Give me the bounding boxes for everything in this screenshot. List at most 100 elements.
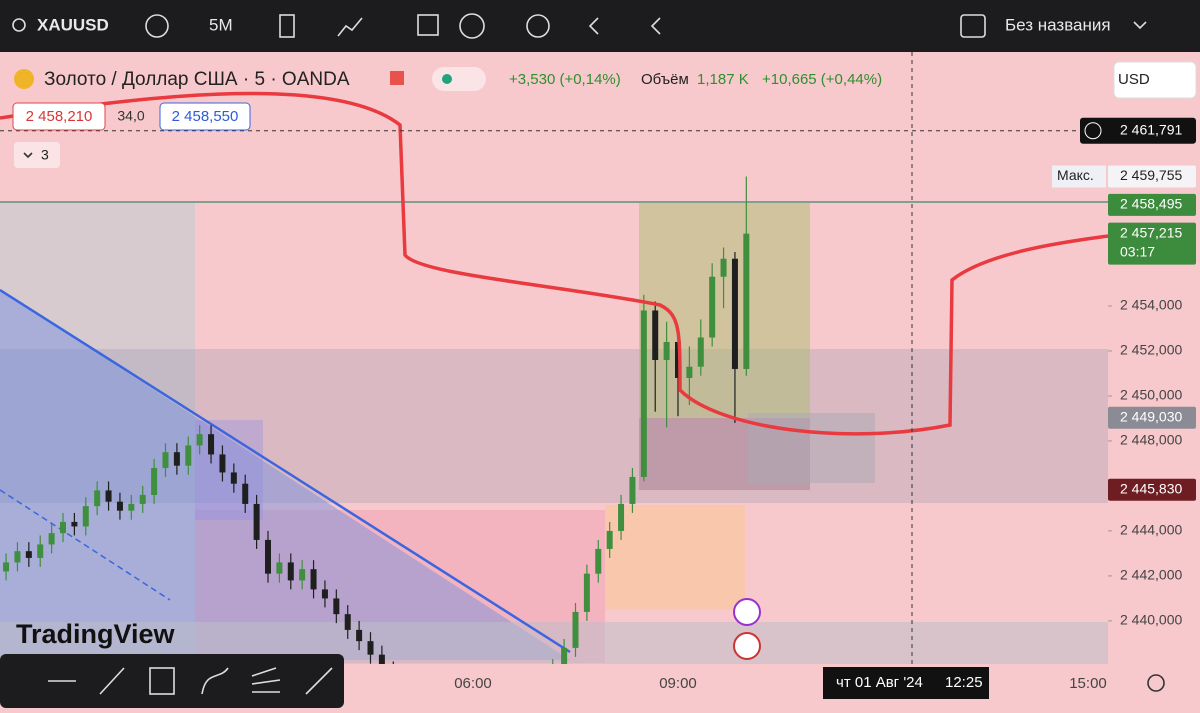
sell-price[interactable]: 2 458,210 xyxy=(26,108,93,125)
instrument-name: Золото / Доллар США · 5 · OANDA xyxy=(44,69,350,90)
candle-body xyxy=(731,258,738,369)
price-tag-title-bg xyxy=(1052,165,1106,188)
tool[interactable] xyxy=(305,667,333,695)
candle-body xyxy=(709,276,716,338)
candle-body xyxy=(629,476,636,504)
settings-icon[interactable] xyxy=(1147,674,1165,692)
candle-body xyxy=(720,258,727,277)
candle-body xyxy=(48,533,55,545)
candle-body xyxy=(25,551,32,558)
candle-body xyxy=(3,562,10,572)
top-toolbar xyxy=(0,0,1200,52)
currency[interactable]: USD xyxy=(1118,71,1150,88)
price-tag-label: 2 459,755 xyxy=(1120,167,1182,183)
candle-body xyxy=(743,233,750,369)
zone xyxy=(639,203,810,418)
indicators-count[interactable]: 3 xyxy=(41,147,49,163)
price-tag-label: 2 458,495 xyxy=(1120,196,1182,212)
price-tag xyxy=(1108,222,1196,265)
drawings xyxy=(0,201,1108,664)
buy-price[interactable]: 2 458,550 xyxy=(172,108,239,125)
candle-body xyxy=(652,310,659,360)
replay-icon[interactable] xyxy=(588,17,599,35)
crosshair-price-tag xyxy=(1080,117,1196,144)
volume: 1,187 K xyxy=(697,71,749,88)
price-tag xyxy=(1108,193,1196,216)
market-open-dot xyxy=(442,74,452,84)
x-tick-label: 06:00 xyxy=(454,675,492,692)
buy-button[interactable] xyxy=(159,102,251,131)
price-tag-label: 2 449,030 xyxy=(1120,408,1182,424)
tool[interactable] xyxy=(149,667,175,695)
candle-body xyxy=(333,598,340,615)
y-tick-label: 2 440,000 xyxy=(1120,612,1182,628)
currency-select[interactable] xyxy=(1113,61,1197,99)
tool[interactable] xyxy=(201,667,229,695)
y-tick-label: 2 452,000 xyxy=(1120,342,1182,358)
y-tick-label: 2 442,000 xyxy=(1120,567,1182,583)
candle-body xyxy=(242,483,249,504)
sell-button[interactable] xyxy=(12,102,106,131)
brand: TradingView xyxy=(16,619,176,649)
chart-type-icon[interactable] xyxy=(279,14,295,38)
event-icon[interactable] xyxy=(733,598,761,626)
zone xyxy=(0,203,195,663)
crosshair-price: 2 461,791 xyxy=(1120,121,1182,137)
y-tick-label: 2 454,000 xyxy=(1120,297,1182,313)
alert-icon[interactable] xyxy=(526,14,550,38)
undo[interactable] xyxy=(650,17,661,35)
add-symbol[interactable] xyxy=(145,14,169,38)
dropdown[interactable] xyxy=(1133,21,1147,30)
candle-body xyxy=(697,337,704,367)
candle-body xyxy=(128,503,135,511)
drawing-toolbar xyxy=(0,654,344,708)
candle-body xyxy=(686,366,693,378)
candle-body xyxy=(583,573,590,612)
tool[interactable] xyxy=(251,667,281,693)
add-button[interactable] xyxy=(1084,122,1102,140)
x-tick-label: 15:00 xyxy=(1069,675,1107,692)
x-tick-label: 09:00 xyxy=(659,675,697,692)
candle-body xyxy=(299,569,306,581)
candle-body xyxy=(185,445,192,466)
price-tag xyxy=(1108,165,1196,188)
candle-body xyxy=(37,544,44,558)
layout-checkbox[interactable] xyxy=(960,14,986,38)
price-tag xyxy=(1108,406,1196,429)
volume-change: +10,665 (+0,44%) xyxy=(762,71,882,88)
candle-body xyxy=(208,434,215,455)
alerts-s[interactable] xyxy=(459,13,485,39)
crosshair-date: чт 01 Авг '24 xyxy=(836,674,923,691)
flag[interactable] xyxy=(390,71,404,85)
candle-body xyxy=(265,539,271,574)
price-change: +3,530 (+0,14%) xyxy=(509,71,621,88)
price-tag xyxy=(1108,478,1196,501)
price-tag-label: 2 445,830 xyxy=(1120,480,1182,496)
interval[interactable]: 5M xyxy=(209,15,233,34)
templates-icon[interactable] xyxy=(417,14,439,36)
candle-body xyxy=(162,452,169,468)
candle-body xyxy=(219,454,226,473)
symbol[interactable]: XAUUSD xyxy=(37,15,109,34)
indicators-toggle[interactable] xyxy=(14,142,60,168)
price-tag-label: 2 457,215 xyxy=(1120,224,1182,240)
candle-body xyxy=(116,501,123,511)
symbol-logo xyxy=(14,69,34,89)
candle-body xyxy=(230,472,237,484)
candle-body xyxy=(356,629,363,642)
event-icon[interactable] xyxy=(733,632,761,660)
y-tick-label: 2 444,000 xyxy=(1120,522,1182,538)
zone xyxy=(605,505,745,610)
candle-body xyxy=(253,503,260,540)
candle-body xyxy=(595,548,602,574)
indicators-icon[interactable] xyxy=(337,17,363,37)
zone xyxy=(748,413,875,483)
spread: 34,0 xyxy=(117,108,144,124)
candle-body xyxy=(606,530,613,549)
search-icon[interactable] xyxy=(12,18,26,32)
tool[interactable] xyxy=(99,667,125,695)
crosshair-time-tag xyxy=(823,667,989,699)
layout-name[interactable]: Без названия xyxy=(1005,15,1111,34)
indicator-line xyxy=(0,91,1108,436)
